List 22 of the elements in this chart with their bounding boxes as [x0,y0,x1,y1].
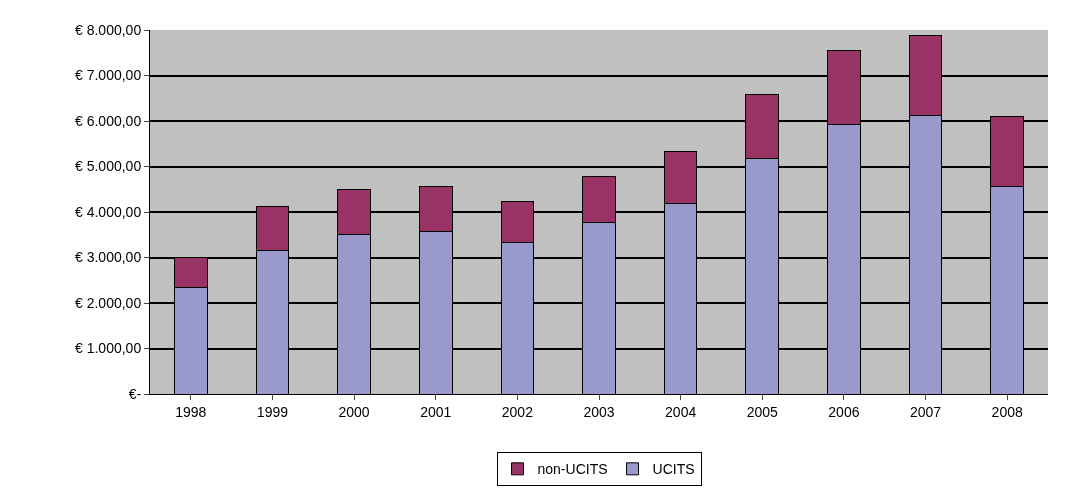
x-tick-label: 2004 [665,403,697,420]
x-tick-label: 2002 [501,403,534,420]
x-tick-label: 2001 [420,403,452,420]
x-tick-label: 1998 [175,403,207,420]
y-tick-label: € 7.000,00 [75,67,142,84]
legend-label: UCITS [652,461,695,478]
y-tick-label: € 1.000,00 [75,340,142,357]
y-tick-label: € 3.000,00 [75,249,142,266]
legend-label: non-UCITS [537,461,608,478]
x-tick-label: 2006 [828,403,860,420]
y-tick-label: € 6.000,00 [75,112,142,129]
x-tick-label: 2007 [909,403,942,420]
y-tick-label: € 4.000,00 [75,203,142,220]
x-tick-label: 1999 [256,403,289,420]
y-tick-label: € 2.000,00 [75,294,142,311]
y-tick-label: €- [128,385,142,402]
x-tick-label: 2000 [338,403,370,420]
x-tick-label: 2008 [991,403,1023,420]
y-tick-label: € 5.000,00 [75,158,142,175]
y-tick-label: € 8.000,00 [75,21,142,38]
x-tick-label: 2005 [746,403,779,420]
x-tick-label: 2003 [583,403,615,420]
